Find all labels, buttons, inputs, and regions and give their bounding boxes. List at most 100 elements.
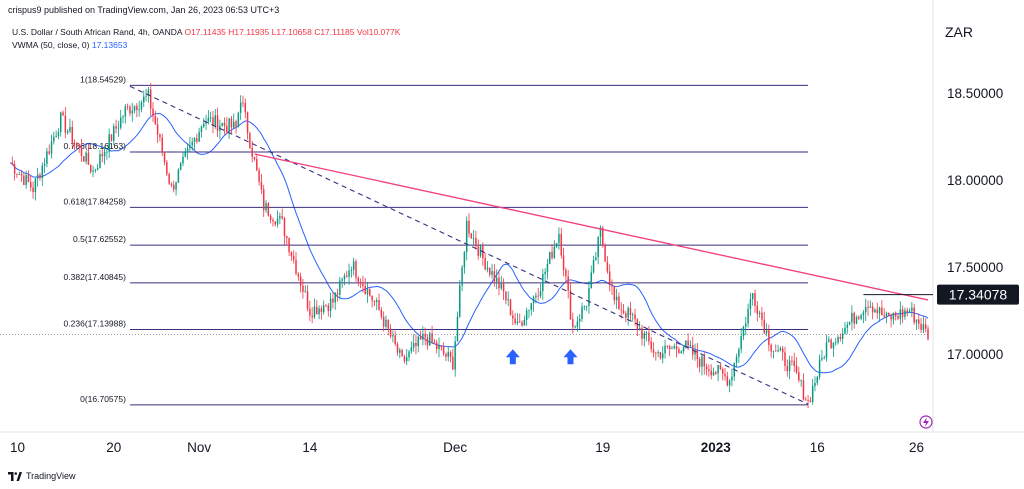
candle-body <box>618 296 620 310</box>
candle-body <box>244 103 247 113</box>
candle-body <box>883 315 885 317</box>
candle-body <box>357 277 360 282</box>
candle-body <box>412 342 415 348</box>
candle-body <box>198 131 200 142</box>
candle-body <box>431 333 433 343</box>
candle-body <box>581 306 583 319</box>
candle-body <box>851 312 853 323</box>
candle-body <box>915 319 918 323</box>
candle-body <box>567 276 569 291</box>
candle-body <box>92 170 94 172</box>
candle-body <box>625 313 627 318</box>
candle-body <box>585 305 588 307</box>
candle-body <box>708 369 710 371</box>
candle-body <box>678 349 680 353</box>
candle-body <box>209 117 212 119</box>
candle-body <box>71 127 74 143</box>
candle-body <box>281 216 283 219</box>
resistance-trendline <box>254 153 929 301</box>
time-axis[interactable]: 10 20 Nov 14 Dec 19 2023 16 26 <box>10 440 924 455</box>
candle-body <box>267 203 270 216</box>
candle-body <box>689 344 692 346</box>
candle-body <box>253 156 256 160</box>
candle-body <box>712 372 715 376</box>
candle-body <box>751 293 754 300</box>
candle-body <box>855 316 858 324</box>
fib-retracement: 1(18.54529) 0.786(18.16163) 0.618(17.84258… <box>64 74 809 406</box>
candle-body <box>687 340 689 346</box>
candle-body <box>525 310 528 320</box>
time-tick-label: Nov <box>187 440 211 455</box>
candle-body <box>675 346 678 350</box>
candle-body <box>341 279 343 281</box>
candle-body <box>440 345 443 348</box>
candle-body <box>78 144 80 147</box>
candle-body <box>825 342 828 358</box>
price-tick-label: 18.00000 <box>947 173 1003 188</box>
candle-body <box>560 233 563 256</box>
candle-body <box>55 135 57 137</box>
candle-body <box>292 255 295 260</box>
candle-body <box>242 102 244 104</box>
fib-level-label: 1(18.54529) <box>80 74 126 84</box>
candle-body <box>530 303 533 310</box>
candle-body <box>604 245 606 262</box>
candle-body <box>659 352 662 359</box>
dashed-fib-diagonal <box>129 85 809 405</box>
candle-body <box>131 110 133 114</box>
candle-body <box>876 309 879 314</box>
candle-body <box>143 96 145 103</box>
candle-body <box>922 324 925 330</box>
candle-body <box>745 323 747 327</box>
ohlc-high: H17.11935 <box>228 27 270 37</box>
candle-body <box>770 344 772 352</box>
candle-body <box>920 323 922 330</box>
candle-body <box>20 174 23 176</box>
candle-body <box>615 296 618 301</box>
candle-body <box>756 305 759 314</box>
candle-body <box>710 370 712 376</box>
candle-body <box>99 154 101 169</box>
candle-body <box>551 251 553 258</box>
symbol-title: U.S. Dollar / South African Rand, 4h, OA… <box>12 27 183 37</box>
ohlc-volume: Vol10.077K <box>356 27 401 37</box>
candle-body <box>170 183 173 185</box>
candle-body <box>590 272 592 289</box>
candle-body <box>814 382 816 387</box>
candle-body <box>89 164 92 172</box>
price-badge-layer: 17.34078 <box>863 284 1019 305</box>
candle-body <box>542 274 544 292</box>
candle-body <box>66 131 69 133</box>
candle-body <box>34 178 37 193</box>
candle-body <box>505 291 507 301</box>
candle-body <box>860 315 862 319</box>
candle-body <box>385 319 387 327</box>
candle-body <box>765 330 768 334</box>
candle-body <box>126 106 129 108</box>
candle-body <box>906 310 908 313</box>
fib-level-label: 0.5(17.62552) <box>73 234 126 244</box>
time-tick-label: 16 <box>810 440 825 455</box>
candle-body <box>703 356 706 367</box>
candle-body <box>152 108 154 117</box>
candle-body <box>724 373 726 377</box>
candle-body <box>521 322 523 326</box>
candle-body <box>438 345 440 349</box>
candle-body <box>417 336 420 347</box>
candle-body <box>232 121 235 128</box>
alert-icon[interactable] <box>919 415 933 429</box>
candle-body <box>145 95 147 97</box>
price-axis[interactable]: 18.50000 18.00000 17.50000 17.00000 <box>947 86 1003 362</box>
candle-body <box>608 271 611 285</box>
candle-body <box>627 308 629 318</box>
candle-body <box>380 309 383 317</box>
candle-body <box>539 291 542 297</box>
candle-body <box>828 339 830 343</box>
candle-body <box>781 348 784 353</box>
candle-body <box>620 309 622 311</box>
candle-body <box>652 349 655 353</box>
candle-body <box>13 164 16 174</box>
candle-body <box>408 351 410 358</box>
